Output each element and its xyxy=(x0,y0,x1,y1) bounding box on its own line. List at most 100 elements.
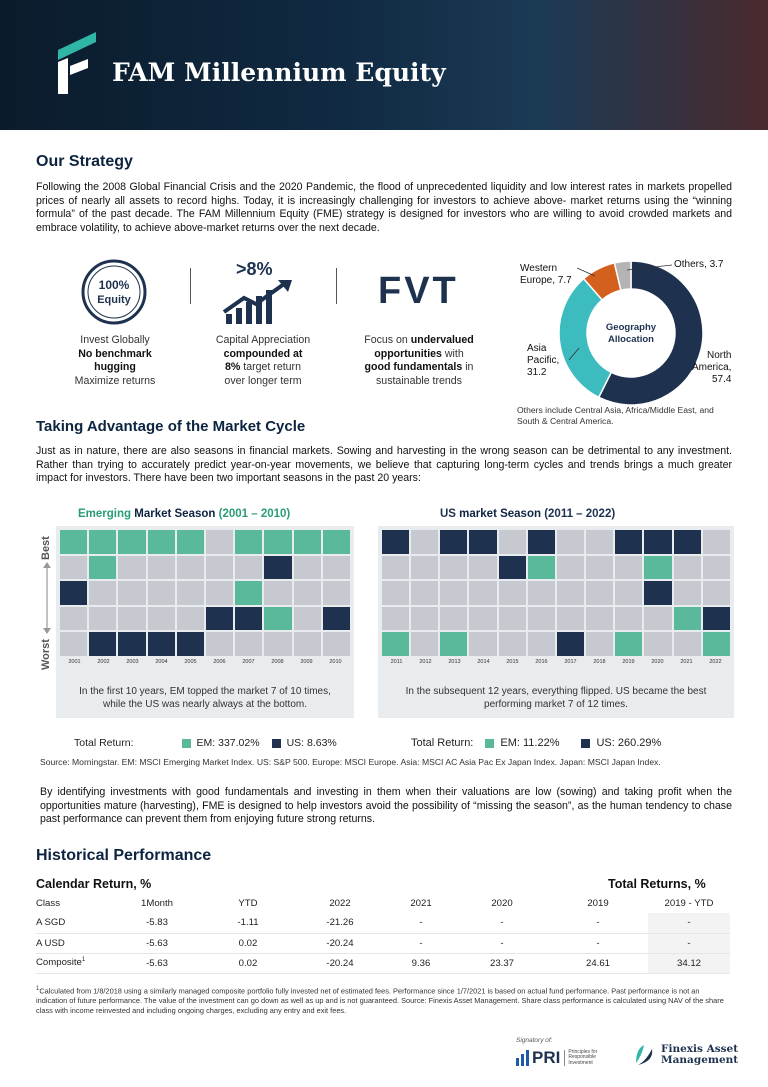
em-year-label: 2010 xyxy=(329,659,342,665)
table-cell: -20.24 xyxy=(294,933,386,954)
quilt-cell xyxy=(702,530,730,554)
quilt-cell xyxy=(264,606,292,631)
quilt-cell xyxy=(440,581,468,605)
quilt-cell xyxy=(498,555,526,580)
quilt-cell xyxy=(176,632,204,656)
quilt-cell xyxy=(527,530,555,554)
quilt-cell xyxy=(586,530,614,554)
quilt-cell xyxy=(89,632,117,656)
us-legend-swatch xyxy=(581,738,591,748)
pillar3-line1a: Focus on xyxy=(364,334,411,346)
badge-equity: Equity xyxy=(97,294,131,306)
quilt-cell xyxy=(498,632,526,656)
em-legend-swatch xyxy=(181,738,191,748)
quilt-cell xyxy=(89,555,117,580)
pri-text: PRI xyxy=(532,1048,561,1067)
table-cell: 0.02 xyxy=(202,953,294,974)
closing-paragraph: By identifying investments with good fun… xyxy=(40,786,732,826)
quilt-cell xyxy=(264,632,292,656)
quilt-cell xyxy=(411,632,439,656)
em-panel-title: Emerging Market Season (2001 – 2010) xyxy=(78,508,290,520)
table-cell: - xyxy=(548,933,648,954)
em-title-b: Market Season xyxy=(131,508,219,520)
label-asia-pacific: Asia Pacific, 31.2 xyxy=(527,343,560,378)
quilt-cell xyxy=(382,530,410,554)
quilt-cell xyxy=(556,581,585,605)
quilt-cell xyxy=(469,606,497,631)
quilt-cell xyxy=(469,530,497,554)
table-header-cell: 2020 xyxy=(491,897,513,909)
label-others: Others, 3.7 xyxy=(674,259,724,270)
quilt-cell xyxy=(60,606,88,631)
table-header-cell: 2019 xyxy=(587,897,609,909)
quilt-cell xyxy=(586,581,614,605)
pillar-invest-globally: Invest Globally No benchmark hugging Max… xyxy=(56,334,174,388)
quilt-cell xyxy=(235,530,263,554)
quilt-cell xyxy=(176,581,204,605)
header-banner: FAM Millennium Equity xyxy=(0,0,768,130)
us-year-label: 2012 xyxy=(419,659,432,665)
source-note: Source: Morningstar. EM: MSCI Emerging M… xyxy=(40,757,661,767)
quilt-cell xyxy=(322,632,350,656)
us-title-c: (2011 – 2022) xyxy=(544,508,616,520)
slice-others xyxy=(613,260,632,292)
quilt-cell xyxy=(206,530,234,554)
quilt-cell xyxy=(176,530,204,554)
quilt-cell xyxy=(644,530,672,554)
quilt-cell xyxy=(322,606,350,631)
pri-sub2: Responsible xyxy=(568,1054,596,1061)
table-cell: -1.11 xyxy=(202,913,294,934)
quilt-cell xyxy=(235,606,263,631)
quilt-cell xyxy=(147,555,175,580)
us-total-return: Total Return: EM: 11.22% US: 260.29% xyxy=(411,737,661,749)
table-header-cell: 2022 xyxy=(329,897,351,909)
pillar3-line1b: undervalued xyxy=(410,334,474,346)
us-caption: In the subsequent 12 years, everything f… xyxy=(405,686,707,710)
em-year-label: 2004 xyxy=(155,659,168,665)
quilt-cell xyxy=(147,581,175,605)
us-quilt-grid xyxy=(382,530,730,656)
quilt-cell xyxy=(235,581,263,605)
quilt-cell xyxy=(89,606,117,631)
table-cell: 34.12 xyxy=(648,953,730,974)
quilt-cell xyxy=(615,530,643,554)
em-year-label: 2002 xyxy=(97,659,110,665)
strategy-body: Following the 2008 Global Financial Cris… xyxy=(36,181,732,234)
em-title-c: (2001 – 2010) xyxy=(218,508,291,520)
us-legend-swatch xyxy=(271,738,281,748)
em-legend-swatch xyxy=(485,738,495,748)
quilt-cell xyxy=(264,555,292,580)
quilt-cell xyxy=(644,555,672,580)
pillar2-line2: compounded at xyxy=(223,347,303,360)
table-cell: -21.26 xyxy=(294,913,386,934)
us-panel-title: US market Season (2011 – 2022) xyxy=(440,508,615,520)
quilt-cell xyxy=(586,555,614,580)
table-cell: - xyxy=(548,913,648,934)
quilt-cell xyxy=(527,581,555,605)
pillar3-line3a: good fundamentals xyxy=(364,361,463,373)
quilt-cell xyxy=(206,606,234,631)
pri-sub3: Investment xyxy=(568,1059,593,1066)
quilt-cell xyxy=(615,606,643,631)
slice-north-america xyxy=(597,260,704,406)
brand-title: FAM Millennium Equity xyxy=(112,58,446,87)
table-cell: -5.63 xyxy=(112,953,202,974)
pillar-capital-appreciation: Capital Appreciation compounded at 8% ta… xyxy=(204,334,322,388)
signatory-label: Signatory of: xyxy=(516,1037,553,1044)
strategy-title: Our Strategy xyxy=(36,153,133,170)
quilt-cell xyxy=(118,530,146,554)
em-year-label: 2008 xyxy=(271,659,284,665)
table-cell: 24.61 xyxy=(548,953,648,974)
table-cell: - xyxy=(386,913,456,934)
quilt-cell xyxy=(293,555,321,580)
pri-sub1: Principles for xyxy=(568,1048,598,1055)
us-year-label: 2013 xyxy=(448,659,461,665)
table-header-cell: Class xyxy=(36,897,60,909)
table-class-cell: A USD xyxy=(36,933,112,954)
total-returns-title: Total Returns, % xyxy=(608,877,706,891)
quilt-cell xyxy=(89,581,117,605)
us-tr-us: US: 260.29% xyxy=(596,737,662,749)
table-footnote-marker: 1 xyxy=(81,957,86,964)
footnote-text: Calculated from 1/8/2018 using a similar… xyxy=(36,986,724,1016)
us-year-label: 2015 xyxy=(506,659,519,665)
